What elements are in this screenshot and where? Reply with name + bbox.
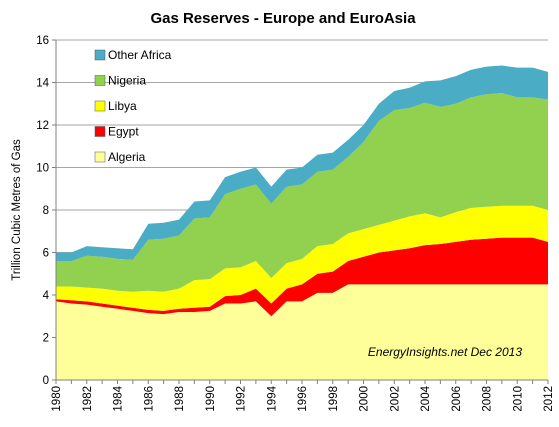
y-tick-labels: 0 2 4 6 8 10 12 14 16 bbox=[36, 35, 56, 387]
series-areas bbox=[56, 65, 548, 380]
legend-swatch-other-africa bbox=[94, 49, 106, 61]
y-tick-label: 10 bbox=[36, 163, 49, 175]
y-tick-label: 6 bbox=[43, 248, 49, 260]
x-tick-label: 1984 bbox=[113, 385, 125, 411]
legend-swatch-nigeria bbox=[94, 75, 106, 86]
legend-label-nigeria: Nigeria bbox=[108, 74, 146, 88]
y-tick-label: 2 bbox=[43, 333, 49, 345]
y-tick-label: 16 bbox=[36, 35, 49, 47]
y-tick-label: 4 bbox=[43, 290, 50, 302]
x-tick-labels: 1980 1982 1984 1986 1988 1990 1992 1994 1996 1998… bbox=[51, 380, 555, 412]
y-tick-label: 12 bbox=[36, 120, 49, 132]
series-area-egypt bbox=[56, 237, 548, 317]
x-tick-label: 1982 bbox=[82, 386, 94, 412]
series-area-other-africa bbox=[56, 65, 548, 261]
x-tick-label: 1994 bbox=[266, 385, 278, 411]
y-tick-label: 8 bbox=[43, 205, 49, 217]
y-tick-label: 0 bbox=[43, 375, 49, 387]
legend: Other Africa Nigeria Libya Egypt Algeria bbox=[94, 48, 172, 164]
series-area-nigeria bbox=[56, 93, 548, 292]
legend-label-other-africa: Other Africa bbox=[108, 48, 172, 62]
x-tick-label: 2008 bbox=[482, 386, 494, 412]
y-axis-label: Trillion Cubic Metres of Gas bbox=[11, 139, 23, 281]
chart-title: Gas Reserves - Europe and EuroAsia bbox=[150, 10, 416, 27]
x-tick-label: 2000 bbox=[359, 386, 371, 412]
series-area-algeria bbox=[56, 284, 548, 380]
legend-swatch-libya bbox=[94, 100, 106, 112]
y-tick-label: 14 bbox=[36, 78, 49, 90]
x-tick-label: 2010 bbox=[512, 386, 524, 412]
x-tick-label: 1992 bbox=[236, 386, 248, 412]
x-tick-label: 1986 bbox=[143, 386, 155, 412]
x-tick-label: 2006 bbox=[451, 386, 463, 412]
x-tick-label: 1980 bbox=[51, 386, 63, 412]
legend-swatch-algeria bbox=[94, 151, 106, 163]
x-tick-label: 2002 bbox=[389, 386, 401, 412]
legend-label-egypt: Egypt bbox=[108, 125, 139, 139]
x-tick-label: 1996 bbox=[297, 386, 309, 412]
x-tick-label: 2004 bbox=[420, 385, 432, 411]
legend-label-libya: Libya bbox=[108, 99, 137, 113]
x-tick-label: 1988 bbox=[174, 386, 186, 412]
chart-annotation: EnergyInsights.net Dec 2013 bbox=[368, 345, 522, 359]
legend-label-algeria: Algeria bbox=[108, 150, 146, 164]
legend-swatch-egypt bbox=[94, 126, 106, 137]
x-tick-label: 1990 bbox=[205, 386, 217, 412]
x-tick-label: 2012 bbox=[543, 386, 555, 412]
series-area-libya bbox=[56, 205, 548, 311]
x-tick-label: 1998 bbox=[328, 386, 340, 412]
